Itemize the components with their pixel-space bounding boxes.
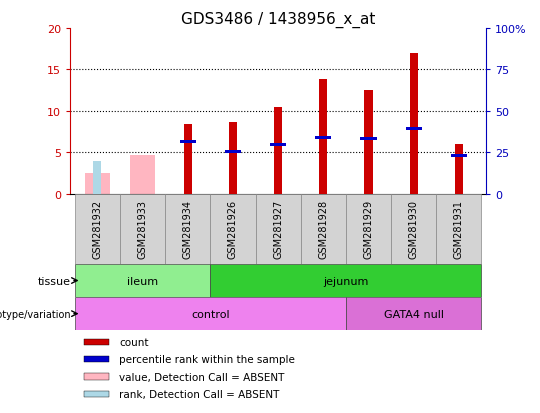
Bar [165, 194, 210, 264]
Bar [130, 156, 155, 194]
Text: GSM281933: GSM281933 [138, 200, 147, 259]
Bar [315, 136, 332, 140]
Bar [319, 80, 327, 194]
Bar [75, 194, 120, 264]
Text: GSM281932: GSM281932 [92, 200, 102, 259]
Bar [360, 138, 376, 141]
Bar [184, 125, 192, 194]
Bar [270, 144, 286, 147]
Text: jejunum: jejunum [323, 276, 369, 286]
Bar [455, 145, 463, 194]
Bar [180, 140, 196, 143]
Bar [120, 194, 165, 264]
Text: GSM281929: GSM281929 [363, 200, 374, 259]
Text: GSM281927: GSM281927 [273, 200, 283, 259]
Text: GSM281931: GSM281931 [454, 200, 464, 259]
Bar [75, 264, 210, 297]
Bar [391, 194, 436, 264]
Bar [274, 107, 282, 194]
Text: count: count [119, 337, 148, 347]
Bar [84, 339, 109, 345]
Bar [85, 173, 110, 194]
Bar [346, 297, 482, 330]
Bar [84, 373, 109, 380]
Bar [346, 194, 391, 264]
Text: GSM281934: GSM281934 [183, 200, 193, 259]
Text: percentile rank within the sample: percentile rank within the sample [119, 354, 295, 364]
Bar [255, 194, 301, 264]
Text: GSM281930: GSM281930 [409, 200, 419, 259]
Bar [301, 194, 346, 264]
Bar [451, 154, 467, 157]
Bar [225, 150, 241, 154]
Bar [406, 127, 422, 131]
Bar [210, 264, 482, 297]
Text: value, Detection Call = ABSENT: value, Detection Call = ABSENT [119, 372, 285, 382]
Bar [229, 122, 237, 194]
Bar [436, 194, 482, 264]
Bar [210, 194, 255, 264]
Text: control: control [191, 309, 230, 319]
Text: genotype/variation: genotype/variation [0, 309, 71, 319]
Text: GSM281926: GSM281926 [228, 200, 238, 259]
Bar [410, 54, 418, 194]
Text: GATA4 null: GATA4 null [384, 309, 444, 319]
Text: tissue: tissue [38, 276, 71, 286]
Text: ileum: ileum [127, 276, 158, 286]
Text: rank, Detection Call = ABSENT: rank, Detection Call = ABSENT [119, 389, 279, 399]
Bar [84, 356, 109, 363]
Bar [364, 91, 373, 194]
Bar [84, 391, 109, 397]
Bar [75, 297, 346, 330]
Bar [93, 162, 102, 194]
Title: GDS3486 / 1438956_x_at: GDS3486 / 1438956_x_at [181, 12, 375, 28]
Text: GSM281928: GSM281928 [318, 200, 328, 259]
